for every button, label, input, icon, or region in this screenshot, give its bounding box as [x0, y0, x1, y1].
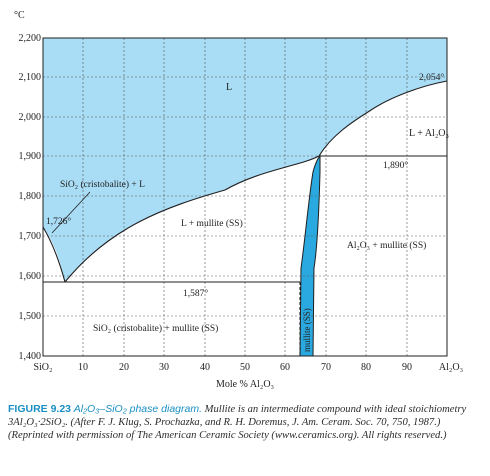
y-tick-label: 1,500: [19, 311, 42, 322]
y-tick-label: 1,600: [19, 271, 42, 282]
x-tick-label: 10: [78, 362, 88, 373]
y-tick-label: 2,100: [19, 72, 42, 83]
x-tick-label: Al₂O₃: [439, 362, 463, 373]
grid: [43, 38, 447, 356]
liquidus-al2o3-side: [318, 80, 448, 157]
plot-frame: [42, 37, 448, 357]
caption-title: Al₂O₃–SiO₂ phase diagram.: [73, 403, 202, 415]
region-label-mullite-ss: mullite (SS): [302, 308, 312, 352]
temp-label-1726: 1,726°: [46, 216, 71, 227]
caption-body: Mullite is an intermediate compound with…: [8, 404, 467, 442]
caption-label: FIGURE 9.23: [8, 403, 72, 415]
phase-diagram-svg: °C 1,400 1,500 1,600 1,700 1,800 1,900 2…: [14, 10, 463, 390]
x-tick-label: 40: [200, 362, 210, 373]
x-tick-label: 20: [119, 362, 129, 373]
temp-label-1890: 1,890°: [383, 160, 408, 171]
temp-label-2054: 2,054°: [419, 72, 444, 83]
figure-caption: FIGURE 9.23 Al₂O₃–SiO₂ phase diagram. Mu…: [8, 403, 483, 443]
x-tick-label: 60: [280, 362, 290, 373]
region-label-liquid: L: [226, 82, 232, 93]
liquidus-sio2-side: [42, 226, 66, 283]
region-label-sio2-l: SiO₂ (cristobalite) + L: [60, 179, 145, 190]
region-label-sio2-mullite: SiO₂ (cristobalite) + mullite (SS): [93, 323, 218, 334]
y-tick-label: 1,400: [19, 351, 42, 362]
x-tick-label: 70: [321, 362, 331, 373]
x-axis-title: Mole % Al₂O₃: [216, 379, 274, 390]
region-label-l-al2o3: L + Al₂O₃: [409, 128, 449, 139]
y-tick-label: 1,800: [19, 191, 42, 202]
label-1726-pointer: [51, 191, 91, 234]
y-tick-label: 1,900: [19, 151, 42, 162]
y-tick-label: 2,200: [19, 33, 42, 44]
liquidus-mullite-side: [64, 155, 320, 283]
x-tick-label: 90: [402, 362, 412, 373]
temp-label-1587: 1,587°: [183, 288, 208, 299]
y-tick-label: 1,700: [19, 231, 42, 242]
x-tick-labels: SiO₂ 10 20 30 40 50 60 70 80 90 Al₂O₃: [33, 362, 463, 373]
phase-boundaries: [42, 80, 448, 356]
x-tick-label: SiO₂: [33, 362, 52, 373]
x-tick-label: 80: [361, 362, 371, 373]
x-tick-label: 50: [240, 362, 250, 373]
mullite-ss-band: [299, 154, 321, 357]
y-tick-label: 2,000: [19, 112, 42, 123]
region-label-al2o3-mullite: Al₂O₃ + mullite (SS): [347, 240, 426, 251]
y-axis-unit: °C: [14, 10, 25, 21]
region-label-l-mullite: L + mullite (SS): [181, 218, 243, 229]
x-tick-label: 30: [159, 362, 169, 373]
y-tick-labels: 1,400 1,500 1,600 1,700 1,800 1,900 2,00…: [19, 33, 42, 362]
